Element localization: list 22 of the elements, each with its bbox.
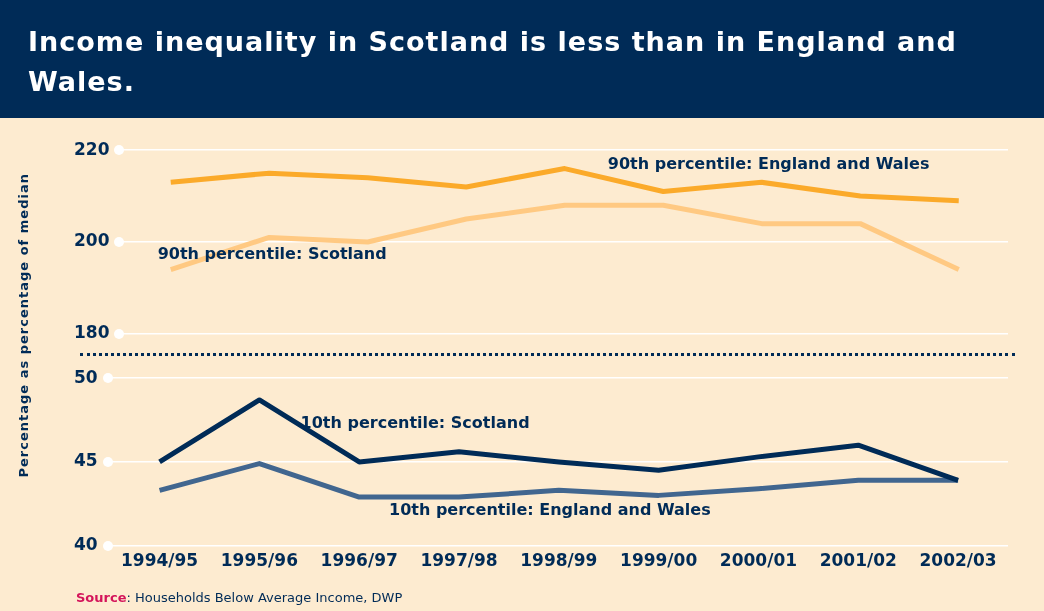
series-label: 90th percentile: Scotland bbox=[157, 244, 387, 264]
y-tick-label: 220 bbox=[73, 138, 110, 159]
x-tick-label: 1995/96 bbox=[220, 550, 298, 571]
series-label: 10th percentile: England and Wales bbox=[389, 499, 711, 519]
x-tick-label: 2001/02 bbox=[819, 550, 897, 571]
x-tick-label: 1999/00 bbox=[620, 550, 698, 571]
series-label: 10th percentile: Scotland bbox=[300, 412, 530, 432]
x-tick-label: 1997/98 bbox=[420, 550, 498, 571]
y-tick-label: 40 bbox=[73, 534, 98, 555]
x-tick-label: 1998/99 bbox=[520, 550, 598, 571]
y-tick-label: 180 bbox=[73, 322, 110, 343]
source-note: Source: Households Below Average Income, DWP bbox=[76, 590, 403, 605]
y-tick-label: 45 bbox=[73, 450, 98, 471]
x-tick-label: 1994/95 bbox=[120, 550, 199, 571]
x-tick-label: 1996/97 bbox=[320, 550, 398, 571]
y-axis-title: Percentage as percentage of median bbox=[15, 173, 31, 478]
y-tick-label: 200 bbox=[73, 230, 110, 251]
chart-title: Income inequality in Scotland is less than in England and Wales. bbox=[28, 25, 958, 99]
x-tick-label: 2000/01 bbox=[719, 550, 798, 571]
y-tick-label: 50 bbox=[73, 366, 98, 387]
x-tick-label: 2002/03 bbox=[919, 550, 997, 571]
series-label: 90th percentile: England and Wales bbox=[607, 154, 930, 174]
